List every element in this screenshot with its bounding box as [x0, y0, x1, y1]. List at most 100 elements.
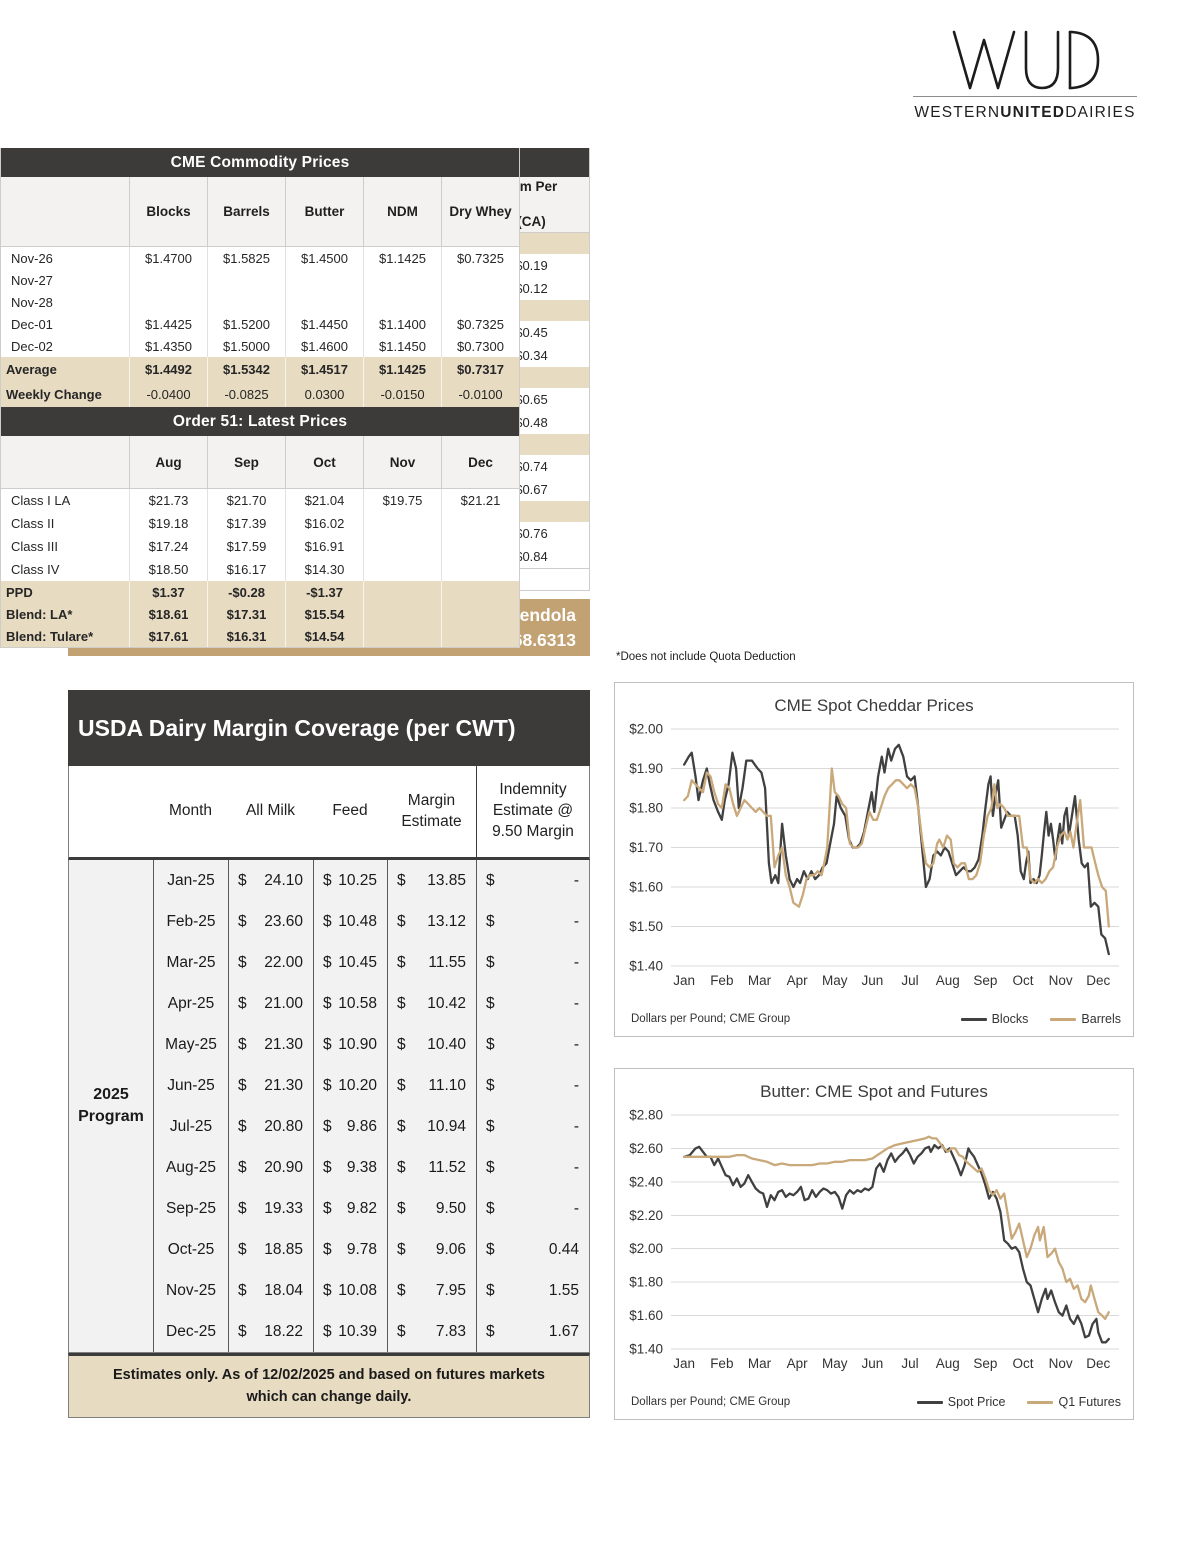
usda-header-row: Month All Milk Feed Margin Estimate Inde…: [68, 766, 590, 860]
usda-indemnity-value: -: [573, 994, 579, 1012]
usda-month-cell: Aug-25: [153, 1147, 228, 1188]
usda-milk-cell: $19.33: [228, 1188, 313, 1229]
price-summary-cell: $1.1425: [363, 357, 441, 382]
price-data-row: Class II $19.18 $17.39 $16.02: [1, 512, 519, 535]
cheddar-chart-plot: $2.00 $1.90 $1.80 $1.70 $1.60 $1.50 $1.40 Jan Fe…: [629, 723, 1119, 988]
usda-indemnity-cell: $0.44: [476, 1229, 589, 1270]
currency-symbol: $: [323, 994, 332, 1012]
currency-symbol: $: [486, 871, 495, 889]
wud-word-dairies: DAIRIES: [1065, 104, 1136, 121]
usda-margin-cell: $11.55: [387, 942, 476, 983]
x-axis-tick-label: Jun: [862, 1356, 884, 1371]
currency-symbol: $: [486, 994, 495, 1012]
price-data-row: Class I LA $21.73 $21.70 $21.04 $19.75 $21.21: [1, 489, 519, 512]
usda-indemnity-value: -: [573, 1158, 579, 1176]
price-cell: $1.4700: [129, 247, 207, 269]
currency-symbol: $: [238, 1158, 247, 1176]
usda-feed-value: 10.48: [338, 912, 377, 930]
price-cell: [129, 291, 207, 313]
usda-milk-value: 21.30: [264, 1035, 303, 1053]
usda-data-row: Sep-25 $19.33 $9.82 $9.50 $ -: [69, 1188, 589, 1229]
wud-word-united: UNITED: [1000, 104, 1066, 121]
x-axis-tick-label: Sep: [973, 1356, 997, 1371]
currency-symbol: $: [486, 953, 495, 971]
legend-swatch: [1027, 1400, 1054, 1404]
usda-feed-cell: $10.90: [313, 1024, 387, 1065]
usda-milk-value: 19.33: [264, 1199, 303, 1217]
currency-symbol: $: [238, 871, 247, 889]
usda-indemnity-cell: $ -: [476, 901, 589, 942]
price-cell: [441, 512, 519, 535]
price-column-header: Aug: [129, 436, 207, 488]
price-cell: $1.4450: [285, 313, 363, 335]
usda-indemnity-cell: $ -: [476, 1024, 589, 1065]
cme-commodity-table: CME Commodity Prices Blocks Barrels Butter…: [0, 148, 520, 408]
usda-indemnity-value: 1.55: [548, 1281, 579, 1299]
price-data-row: Nov-27: [1, 269, 519, 291]
price-row-label: Nov-27: [11, 272, 53, 288]
usda-feed-cell: $9.78: [313, 1229, 387, 1270]
x-axis-tick-label: Sep: [973, 973, 997, 988]
cheddar-chart: CME Spot Cheddar Prices $2.00 $1.90 $1.80 $…: [614, 682, 1134, 1037]
price-cell: $1.5000: [207, 335, 285, 357]
price-cell: [363, 291, 441, 313]
legend-label: Blocks: [991, 1012, 1029, 1026]
usda-milk-cell: $21.00: [228, 983, 313, 1024]
usda-feed-cell: $10.58: [313, 983, 387, 1024]
price-cell: $0.7325: [441, 313, 519, 335]
currency-symbol: $: [323, 1240, 332, 1258]
x-axis-tick-label: Feb: [710, 973, 733, 988]
usda-month-cell: Sep-25: [153, 1188, 228, 1229]
usda-indemnity-cell: $ -: [476, 1106, 589, 1147]
usda-milk-value: 22.00: [264, 953, 303, 971]
price-summary-cell: $0.7317: [441, 357, 519, 382]
x-axis-tick-label: Oct: [1012, 1356, 1033, 1371]
price-row-label: Dec-01: [11, 316, 53, 332]
x-axis-tick-label: Mar: [748, 973, 772, 988]
price-summary-cell: -$1.37: [285, 581, 363, 603]
usda-margin-cell: $9.50: [387, 1188, 476, 1229]
usda-feed-value: 9.82: [346, 1199, 377, 1217]
usda-milk-value: 20.80: [264, 1117, 303, 1135]
price-cell: $0.7325: [441, 247, 519, 269]
usda-margin-cell: $10.42: [387, 983, 476, 1024]
usda-header-blank: [69, 766, 153, 857]
usda-data-row: Dec-25 $18.22 $10.39 $7.83 $1.67: [69, 1311, 589, 1352]
legend-label: Q1 Futures: [1058, 1395, 1121, 1409]
price-summary-label: Blend: Tulare*: [6, 628, 94, 644]
price-data-row: Nov-28: [1, 291, 519, 313]
x-axis-tick-label: Dec: [1086, 1356, 1110, 1371]
price-column-header: Butter: [285, 177, 363, 246]
usda-indemnity-value: 1.67: [548, 1322, 579, 1340]
usda-program-year: 2025: [93, 1086, 129, 1104]
price-cell: $21.21: [441, 489, 519, 512]
usda-milk-cell: $18.22: [228, 1311, 313, 1352]
price-data-row: Nov-26 $1.4700 $1.5825 $1.4500 $1.1425 $0.732…: [1, 247, 519, 269]
price-summary-cell: [363, 625, 441, 647]
currency-symbol: $: [397, 912, 406, 930]
usda-milk-value: 24.10: [264, 871, 303, 889]
price-cell: [363, 269, 441, 291]
x-axis-tick-label: Jan: [673, 1356, 695, 1371]
price-summary-cell: 0.0300: [285, 382, 363, 407]
usda-footer-note: Estimates only. As of 12/02/2025 and bas…: [68, 1353, 590, 1418]
price-data-row: Dec-01 $1.4425 $1.5200 $1.4450 $1.1400 $0.732…: [1, 313, 519, 335]
price-cell: $17.59: [207, 535, 285, 558]
legend-swatch: [960, 1017, 987, 1021]
usda-milk-cell: $21.30: [228, 1024, 313, 1065]
currency-symbol: $: [486, 1199, 495, 1217]
x-axis-tick-label: Jun: [862, 973, 884, 988]
usda-data-row: Oct-25 $18.85 $9.78 $9.06 $0.44: [69, 1229, 589, 1270]
price-cell: $1.4600: [285, 335, 363, 357]
price-summary-cell: -0.0400: [129, 382, 207, 407]
usda-header-month: Month: [168, 802, 213, 820]
currency-symbol: $: [323, 1199, 332, 1217]
wud-wordmark: WESTERNUNITEDDAIRIES: [913, 104, 1137, 122]
x-axis-tick-label: Jul: [901, 973, 918, 988]
y-axis-tick-label: $1.80: [629, 1275, 663, 1290]
x-axis-tick-label: May: [822, 973, 848, 988]
currency-symbol: $: [397, 1199, 406, 1217]
cme-title: CME Commodity Prices: [1, 148, 519, 177]
price-cell: [363, 512, 441, 535]
series-line-blocks: [683, 743, 1110, 956]
